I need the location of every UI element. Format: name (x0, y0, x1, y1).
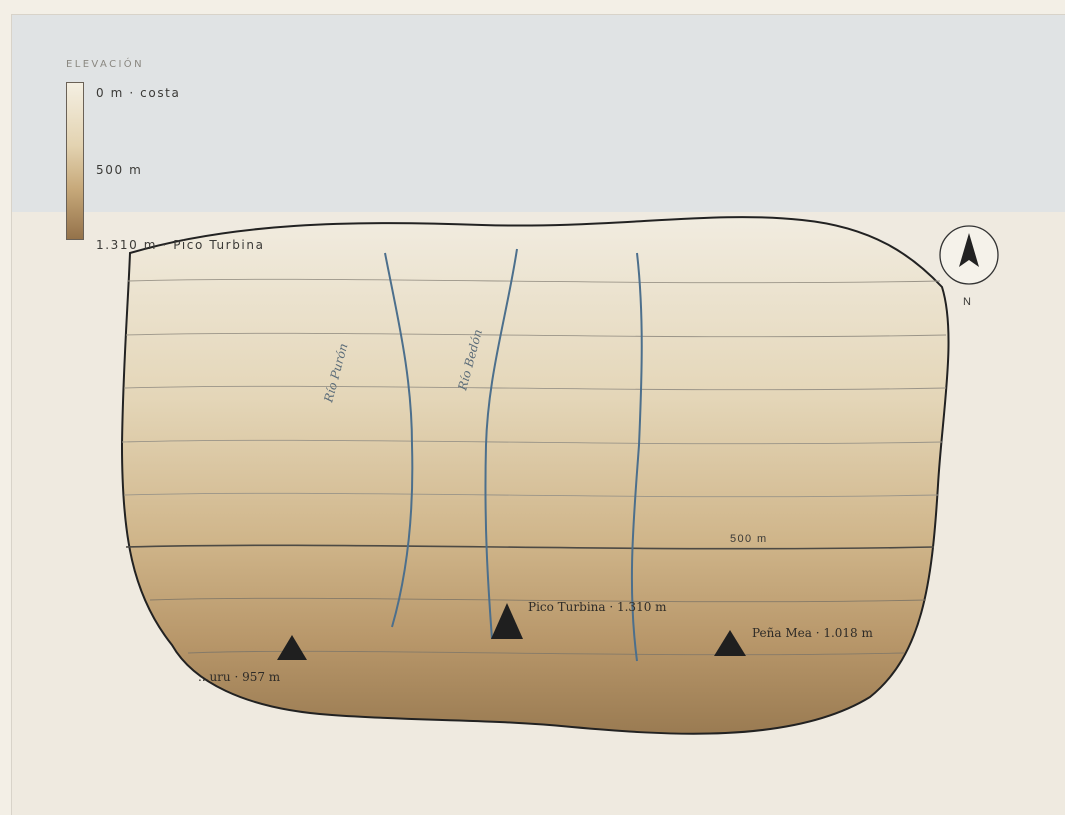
relief-map: Río Purón Río Bedón 500 m ...uru · 957 m… (120, 216, 999, 735)
peak-triangle-icon (491, 603, 523, 639)
contour-line (187, 650, 905, 656)
north-arrow: N (939, 225, 999, 308)
contour-line (123, 492, 939, 498)
river-puron (384, 252, 414, 628)
legend-high-label: 1.310 m · Pico Turbina (96, 238, 265, 252)
legend-low-label: 0 m · costa (96, 86, 181, 100)
contour-line (123, 385, 947, 391)
peak-triangle-icon (714, 630, 746, 656)
contour-line (125, 332, 947, 338)
peak-marker-3: Peña Mea · 1.018 m (714, 626, 873, 656)
contour-line (121, 439, 943, 445)
peak-label-3: Peña Mea · 1.018 m (752, 626, 873, 640)
contour-label-500m: 500 m (730, 533, 768, 545)
contour-line-500m (125, 544, 935, 550)
north-arrow-icon (959, 233, 979, 267)
peak-marker-2: Pico Turbina · 1.310 m (491, 600, 667, 639)
elevation-legend: ELEVACIÓN 0 m · costa 500 m 1.310 m · Pi… (66, 59, 306, 252)
legend-title: ELEVACIÓN (66, 59, 144, 70)
contour-lines (121, 278, 947, 656)
contour-line (127, 278, 941, 284)
rivers (384, 248, 643, 662)
legend-mid-label: 500 m (96, 163, 143, 177)
landmass (120, 216, 950, 735)
peak-label-2: Pico Turbina · 1.310 m (528, 600, 667, 614)
map-frame: Río Purón Río Bedón 500 m ...uru · 957 m… (11, 14, 1065, 815)
river-east (630, 252, 643, 662)
sea-area (12, 15, 1065, 212)
peak-marker-1: ...uru · 957 m (198, 635, 307, 684)
river-bedon (484, 248, 518, 640)
legend-color-ramp (66, 82, 84, 240)
contour-line (149, 597, 927, 603)
north-label: N (963, 296, 971, 308)
peak-triangle-icon (277, 635, 307, 660)
peak-label-1: ...uru · 957 m (198, 670, 281, 684)
